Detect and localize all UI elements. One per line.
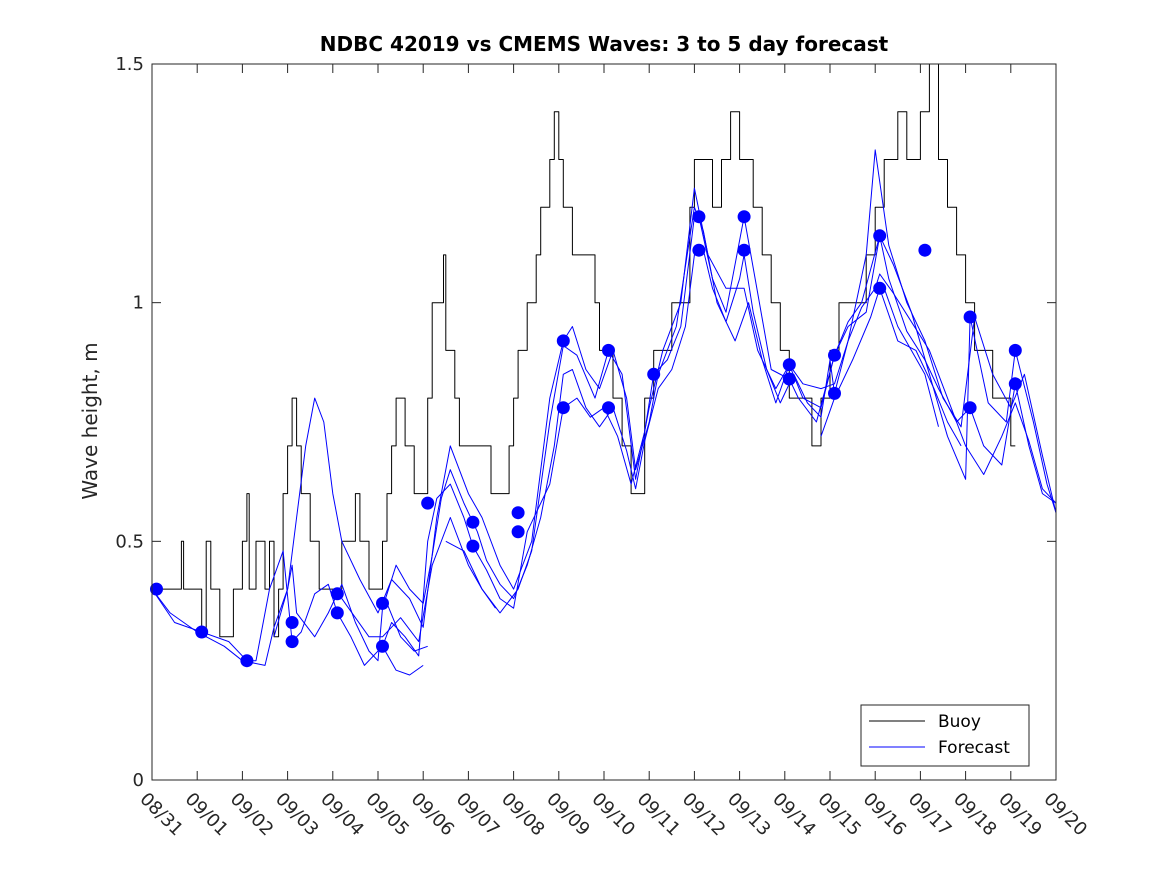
forecast-marker-32 — [1008, 343, 1022, 357]
forecast-marker-15 — [556, 401, 570, 415]
series-line-forecast-2 — [151, 216, 1057, 666]
forecast-marker-8 — [376, 639, 389, 653]
forecast-marker-21 — [737, 210, 751, 224]
forecast-marker-2 — [240, 654, 254, 668]
forecast-marker-16 — [602, 343, 615, 357]
forecast-marker-26 — [828, 386, 841, 400]
series-line-forecast-5 — [820, 287, 962, 447]
forecast-marker-1 — [195, 625, 209, 639]
forecast-marker-20 — [692, 243, 706, 257]
forecast-marker-4 — [285, 635, 299, 649]
series-line-forecast-4 — [445, 149, 1057, 614]
forecast-marker-13 — [511, 525, 525, 539]
legend-box — [860, 704, 1030, 767]
y-tick-label: 0 — [133, 770, 144, 791]
forecast-marker-11 — [466, 539, 480, 553]
forecast-marker-25 — [828, 348, 841, 362]
y-axis-label: Wave height, m — [78, 342, 102, 499]
series-line-forecast-8 — [386, 603, 428, 652]
forecast-marker-31 — [963, 401, 977, 415]
forecast-marker-7 — [376, 596, 389, 610]
forecast-marker-27 — [873, 229, 887, 243]
forecast-marker-30 — [963, 310, 977, 324]
series-line-buoy — [152, 63, 1016, 638]
series-line-forecast-9 — [382, 646, 424, 676]
forecast-marker-14 — [556, 334, 570, 348]
chart-title: NDBC 42019 vs CMEMS Waves: 3 to 5 day fo… — [320, 32, 889, 56]
forecast-marker-10 — [466, 515, 480, 529]
forecast-marker-18 — [647, 367, 661, 381]
forecast-marker-5 — [330, 587, 344, 601]
forecast-marker-17 — [602, 401, 615, 415]
forecast-marker-28 — [873, 281, 887, 295]
y-tick-label: 1 — [133, 293, 144, 314]
forecast-marker-33 — [1008, 377, 1022, 391]
forecast-marker-6 — [330, 606, 344, 620]
forecast-marker-3 — [285, 616, 299, 629]
legend-forecast-label: Forecast — [938, 738, 1010, 758]
forecast-marker-29 — [918, 243, 932, 257]
forecast-marker-0 — [150, 582, 163, 596]
y-tick-label: 0.5 — [115, 531, 144, 552]
y-tick-label: 1.5 — [115, 54, 144, 75]
legend-buoy-label: Buoy — [938, 712, 981, 732]
series-group — [151, 63, 1057, 676]
series-line-forecast-7 — [883, 288, 939, 427]
forecast-marker-9 — [421, 496, 435, 510]
forecast-marker-22 — [737, 243, 751, 257]
forecast-marker-24 — [782, 372, 796, 386]
marker-group — [150, 210, 1022, 668]
forecast-marker-12 — [511, 506, 525, 520]
legend: Buoy Forecast — [860, 704, 1030, 767]
plot-background — [152, 64, 1056, 780]
forecast-marker-19 — [692, 210, 706, 224]
series-line-forecast-6 — [341, 517, 496, 643]
forecast-marker-23 — [782, 358, 796, 372]
